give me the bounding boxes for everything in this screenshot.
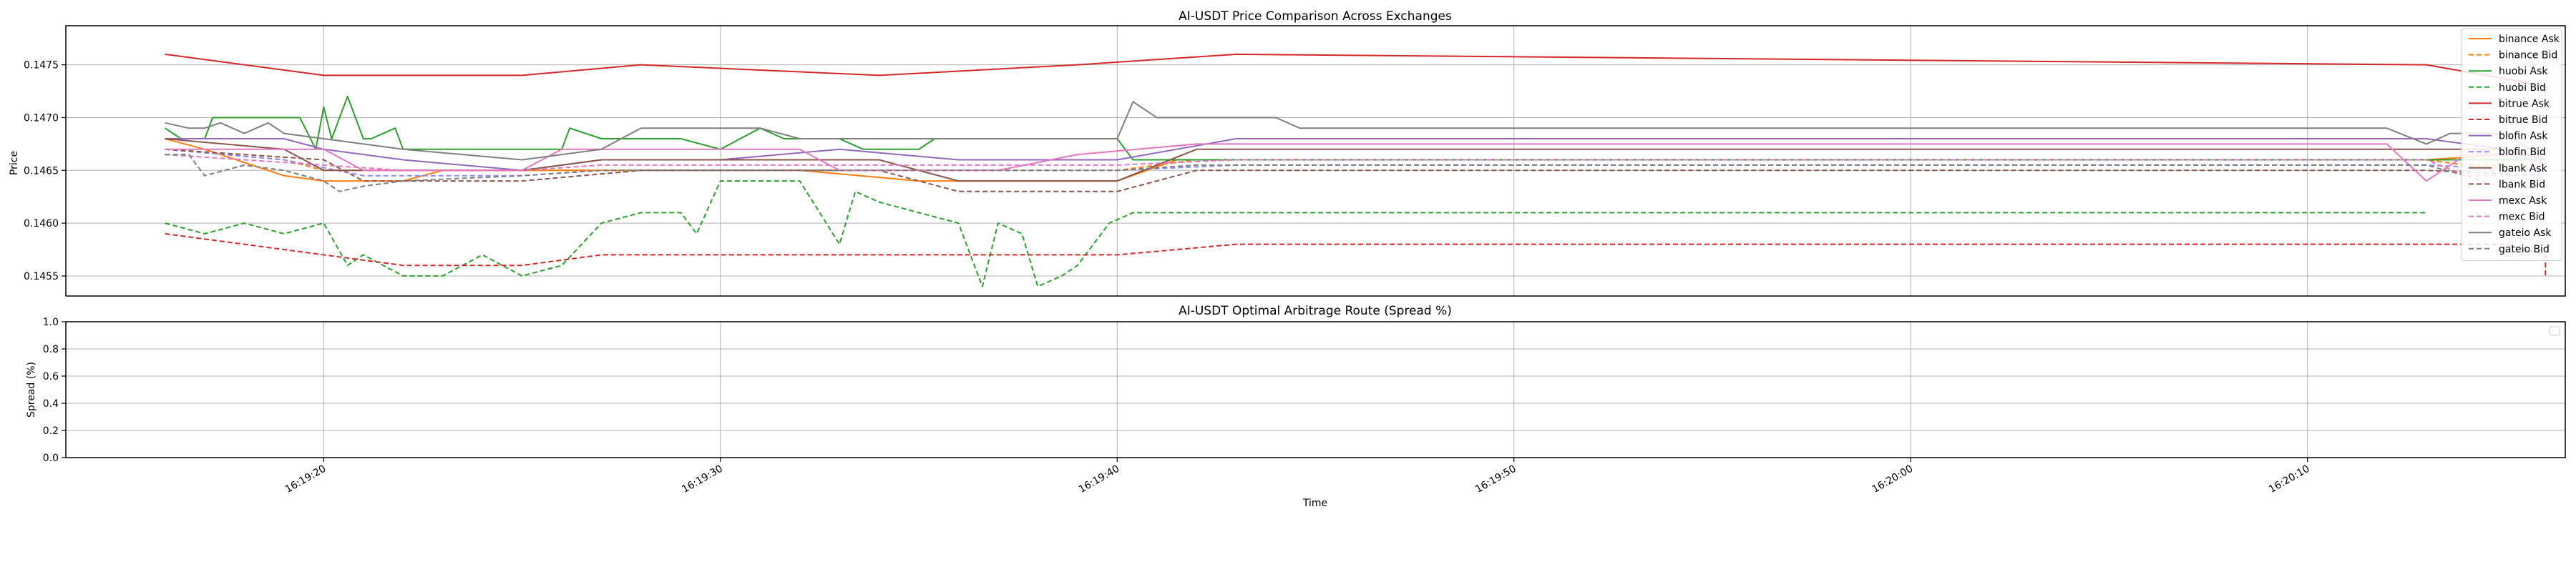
series-line-huobi-bid	[165, 180, 2426, 287]
price-chart-y-tick-label: 0.1475	[24, 60, 59, 72]
spread-chart-x-tick-label: 16:19:50	[1473, 463, 1518, 495]
series-line-bitrue-bid	[165, 232, 2547, 276]
spread-chart-empty-legend	[2549, 326, 2560, 336]
spread-chart: AI-USDT Optimal Arbitrage Route (Spread …	[26, 304, 2566, 509]
legend-label: binance Ask	[2499, 34, 2560, 45]
price-chart-legend: binance Ask binance Bid huobi Ask huobi Bid…	[2461, 28, 2562, 261]
price-chart-title: AI-USDT Price Comparison Across Exchange…	[1179, 9, 1452, 24]
series-line-gateio-ask	[165, 101, 2546, 161]
legend-box	[2461, 28, 2562, 261]
spread-chart-y-tick-label: 0.2	[43, 425, 59, 437]
legend-label: gateio Ask	[2499, 227, 2552, 239]
legend-label: mexc Ask	[2499, 195, 2547, 207]
spread-chart-x-tick-label: 16:20:10	[2267, 463, 2311, 495]
spread-chart-title: AI-USDT Optimal Arbitrage Route (Spread …	[1179, 304, 1452, 318]
price-chart: AI-USDT Price Comparison Across Exchange…	[9, 9, 2566, 297]
spread-chart-grid	[66, 321, 2565, 458]
spread-chart-y-tick-label: 0.4	[43, 398, 59, 410]
spread-chart-x-tick-label: 16:19:30	[680, 463, 724, 495]
legend-label: lbank Ask	[2499, 163, 2548, 174]
spread-chart-y-tick-label: 0.8	[43, 344, 59, 355]
spread-chart-xlabel: Time	[1302, 498, 1327, 509]
series-line-blofin-bid	[165, 148, 2546, 177]
price-chart-y-ticks: 0.1455 0.1460 0.1465 0.1470 0.1475	[24, 60, 66, 282]
price-chart-frame	[65, 25, 2566, 297]
legend-label: bitrue Ask	[2499, 98, 2550, 109]
legend-label: gateio Bid	[2499, 244, 2550, 255]
spread-chart-frame	[65, 321, 2566, 458]
price-chart-y-tick-label: 0.1465	[24, 165, 59, 177]
legend-label: huobi Bid	[2499, 82, 2546, 94]
spread-chart-x-tick-label: 16:20:00	[1870, 463, 1915, 495]
spread-chart-x-ticks: 16:19:20 16:19:30 16:19:40 16:19:50 16:20:00…	[283, 458, 2312, 495]
spread-chart-x-tick-label: 16:19:20	[283, 463, 328, 495]
price-chart-ylabel: Price	[9, 151, 20, 175]
legend-label: blofin Bid	[2499, 147, 2546, 158]
legend-label: mexc Bid	[2499, 212, 2545, 223]
spread-chart-y-tick-label: 1.0	[43, 317, 59, 328]
price-chart-y-tick-label: 0.1470	[24, 112, 59, 124]
legend-label: bitrue Bid	[2499, 114, 2547, 126]
spread-chart-x-tick-label: 16:19:40	[1077, 463, 1121, 495]
legend-label: binance Bid	[2499, 50, 2557, 61]
series-line-blofin-ask	[165, 138, 2546, 172]
legend-label: huobi Ask	[2499, 66, 2548, 77]
legend-label: lbank Bid	[2499, 179, 2545, 190]
spread-chart-ylabel: Spread (%)	[26, 362, 37, 418]
spread-chart-y-ticks: 0.0 0.2 0.4 0.6 0.8 1.0	[43, 317, 66, 464]
price-chart-y-tick-label: 0.1460	[24, 218, 59, 230]
series-line-bitrue-ask	[165, 53, 2547, 97]
spread-chart-y-tick-label: 0.0	[43, 453, 59, 464]
series-line-mexc-bid	[165, 154, 2546, 177]
legend-label: blofin Ask	[2499, 131, 2548, 142]
price-chart-grid	[66, 26, 2565, 296]
spread-chart-y-tick-label: 0.6	[43, 371, 59, 383]
series-line-gateio-bid	[165, 154, 2546, 203]
price-chart-y-tick-label: 0.1455	[24, 271, 59, 282]
